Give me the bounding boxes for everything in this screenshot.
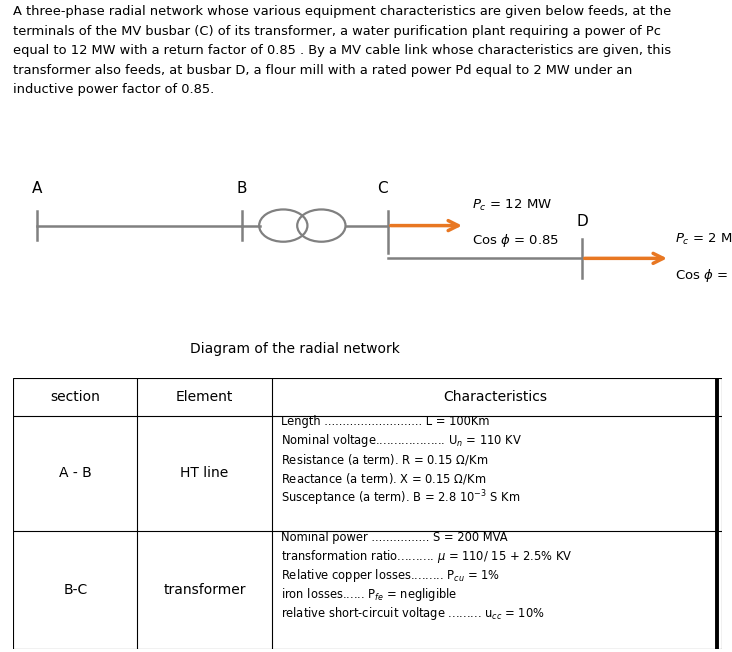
Text: transformer: transformer — [163, 583, 246, 597]
Text: Characteristics: Characteristics — [443, 390, 547, 404]
Text: Relative copper losses......... P$_{cu}$ = 1%: Relative copper losses......... P$_{cu}$… — [281, 567, 500, 584]
Text: Susceptance (a term). B = 2.8 10$^{-3}$ S Km: Susceptance (a term). B = 2.8 10$^{-3}$ … — [281, 488, 520, 507]
Text: transformation ratio.......... $\mu$ = 110/ 15 + 2.5% KV: transformation ratio.......... $\mu$ = 1… — [281, 548, 572, 565]
Text: Cos $\phi$ = 0.85: Cos $\phi$ = 0.85 — [675, 267, 732, 284]
Text: B-C: B-C — [64, 583, 88, 597]
Text: C: C — [377, 181, 387, 196]
Text: B: B — [236, 181, 247, 196]
Text: Element: Element — [176, 390, 234, 404]
Text: Resistance (a term). R = 0.15 $\Omega$/Km: Resistance (a term). R = 0.15 $\Omega$/K… — [281, 452, 488, 467]
Text: Nominal power ................ S = 200 MVA: Nominal power ................ S = 200 M… — [281, 531, 508, 544]
Text: HT line: HT line — [180, 466, 228, 481]
Text: section: section — [51, 390, 100, 404]
Text: A three-phase radial network whose various equipment characteristics are given b: A three-phase radial network whose vario… — [13, 5, 671, 96]
Text: Diagram of the radial network: Diagram of the radial network — [190, 342, 400, 356]
Text: A: A — [31, 181, 42, 196]
Text: D: D — [576, 214, 588, 229]
Text: Length ........................... L = 100Km: Length ........................... L = 1… — [281, 415, 490, 428]
Text: $P_c$ = 2 MW: $P_c$ = 2 MW — [675, 232, 732, 247]
Text: Cos $\phi$ = 0.85: Cos $\phi$ = 0.85 — [472, 232, 559, 250]
Text: iron losses...... P$_{fe}$ = negligible: iron losses...... P$_{fe}$ = negligible — [281, 586, 458, 603]
Text: Reactance (a term). X = 0.15 $\Omega$/Km: Reactance (a term). X = 0.15 $\Omega$/Km — [281, 471, 486, 486]
Text: Nominal voltage................... U$_n$ = 110 KV: Nominal voltage................... U$_n$… — [281, 432, 522, 449]
Text: A - B: A - B — [59, 466, 92, 481]
Text: $P_c$ = 12 MW: $P_c$ = 12 MW — [472, 198, 552, 213]
Text: relative short-circuit voltage ......... u$_{cc}$ = 10%: relative short-circuit voltage .........… — [281, 605, 545, 622]
